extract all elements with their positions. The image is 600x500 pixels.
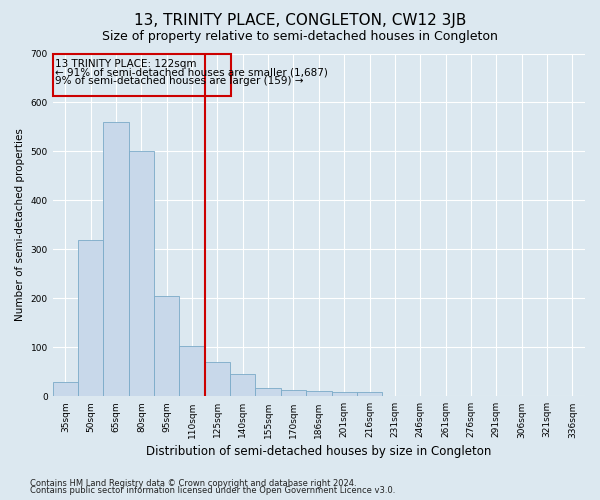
Text: Contains public sector information licensed under the Open Government Licence v3: Contains public sector information licen… bbox=[30, 486, 395, 495]
Text: 13 TRINITY PLACE: 122sqm: 13 TRINITY PLACE: 122sqm bbox=[55, 60, 197, 70]
Y-axis label: Number of semi-detached properties: Number of semi-detached properties bbox=[15, 128, 25, 322]
Bar bbox=[256, 388, 281, 396]
Bar bbox=[230, 374, 256, 396]
Bar bbox=[281, 390, 306, 396]
Bar bbox=[154, 296, 179, 396]
X-axis label: Distribution of semi-detached houses by size in Congleton: Distribution of semi-detached houses by … bbox=[146, 444, 491, 458]
Text: Contains HM Land Registry data © Crown copyright and database right 2024.: Contains HM Land Registry data © Crown c… bbox=[30, 478, 356, 488]
Bar bbox=[357, 392, 382, 396]
Text: ← 91% of semi-detached houses are smaller (1,687): ← 91% of semi-detached houses are smalle… bbox=[55, 68, 328, 78]
Text: 9% of semi-detached houses are larger (159) →: 9% of semi-detached houses are larger (1… bbox=[55, 76, 304, 86]
Text: 13, TRINITY PLACE, CONGLETON, CW12 3JB: 13, TRINITY PLACE, CONGLETON, CW12 3JB bbox=[134, 12, 466, 28]
Text: Size of property relative to semi-detached houses in Congleton: Size of property relative to semi-detach… bbox=[102, 30, 498, 43]
Bar bbox=[332, 392, 357, 396]
Bar bbox=[53, 382, 78, 396]
Bar bbox=[78, 240, 103, 396]
Bar bbox=[103, 122, 129, 396]
Bar bbox=[306, 392, 332, 396]
Bar bbox=[205, 362, 230, 396]
Bar bbox=[129, 152, 154, 396]
Bar bbox=[179, 346, 205, 397]
